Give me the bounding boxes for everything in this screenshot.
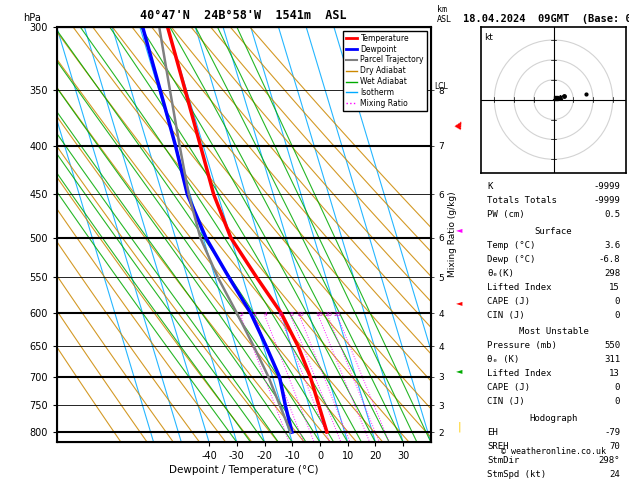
Text: ◄: ◄ bbox=[456, 366, 462, 375]
Text: 20: 20 bbox=[325, 312, 332, 316]
Text: ◄: ◄ bbox=[456, 298, 462, 307]
Text: 3.6: 3.6 bbox=[604, 241, 620, 250]
Text: 2: 2 bbox=[239, 312, 243, 316]
Text: 311: 311 bbox=[604, 355, 620, 364]
Text: Pressure (mb): Pressure (mb) bbox=[487, 341, 557, 350]
Text: StmDir: StmDir bbox=[487, 456, 519, 465]
Text: kt: kt bbox=[484, 34, 493, 42]
Text: 25: 25 bbox=[334, 312, 342, 316]
Text: LCL: LCL bbox=[435, 82, 448, 91]
Text: 550: 550 bbox=[604, 341, 620, 350]
Text: 40°47'N  24B°58'W  1541m  ASL: 40°47'N 24B°58'W 1541m ASL bbox=[140, 9, 347, 22]
Text: -9999: -9999 bbox=[593, 182, 620, 191]
Text: 298: 298 bbox=[604, 269, 620, 278]
Text: |: | bbox=[457, 422, 461, 432]
Text: Totals Totals: Totals Totals bbox=[487, 196, 557, 205]
Text: -9999: -9999 bbox=[593, 196, 620, 205]
Text: hPa: hPa bbox=[23, 13, 41, 22]
Text: Lifted Index: Lifted Index bbox=[487, 369, 552, 378]
Text: 24: 24 bbox=[610, 470, 620, 479]
Text: Hodograph: Hodograph bbox=[530, 414, 577, 423]
Text: 0: 0 bbox=[615, 397, 620, 406]
Text: Surface: Surface bbox=[535, 227, 572, 236]
Y-axis label: Mixing Ratio (g/kg): Mixing Ratio (g/kg) bbox=[448, 191, 457, 278]
Text: θₑ (K): θₑ (K) bbox=[487, 355, 519, 364]
Text: CIN (J): CIN (J) bbox=[487, 311, 525, 320]
Text: EH: EH bbox=[487, 428, 498, 437]
Text: 70: 70 bbox=[610, 442, 620, 451]
Text: 18.04.2024  09GMT  (Base: 06): 18.04.2024 09GMT (Base: 06) bbox=[463, 14, 629, 24]
Text: 0.5: 0.5 bbox=[604, 210, 620, 219]
Text: Lifted Index: Lifted Index bbox=[487, 283, 552, 292]
Text: Dewp (°C): Dewp (°C) bbox=[487, 255, 535, 264]
Text: 298°: 298° bbox=[599, 456, 620, 465]
Text: ▲: ▲ bbox=[454, 118, 465, 131]
Text: -79: -79 bbox=[604, 428, 620, 437]
X-axis label: Dewpoint / Temperature (°C): Dewpoint / Temperature (°C) bbox=[169, 466, 318, 475]
Text: 15: 15 bbox=[610, 283, 620, 292]
Text: Temp (°C): Temp (°C) bbox=[487, 241, 535, 250]
Text: CIN (J): CIN (J) bbox=[487, 397, 525, 406]
Text: SREH: SREH bbox=[487, 442, 508, 451]
Text: 6: 6 bbox=[278, 312, 282, 316]
Text: 0: 0 bbox=[615, 311, 620, 320]
Text: km
ASL: km ASL bbox=[437, 5, 452, 24]
Text: θₑ(K): θₑ(K) bbox=[487, 269, 514, 278]
Text: PW (cm): PW (cm) bbox=[487, 210, 525, 219]
Text: 0: 0 bbox=[615, 383, 620, 392]
Text: 8: 8 bbox=[289, 312, 293, 316]
Text: 4: 4 bbox=[263, 312, 267, 316]
Text: 13: 13 bbox=[610, 369, 620, 378]
Text: 10: 10 bbox=[296, 312, 304, 316]
Text: -6.8: -6.8 bbox=[599, 255, 620, 264]
Text: CAPE (J): CAPE (J) bbox=[487, 383, 530, 392]
Text: 0: 0 bbox=[615, 297, 620, 306]
Text: Most Unstable: Most Unstable bbox=[518, 327, 589, 336]
Text: StmSpd (kt): StmSpd (kt) bbox=[487, 470, 546, 479]
Legend: Temperature, Dewpoint, Parcel Trajectory, Dry Adiabat, Wet Adiabat, Isotherm, Mi: Temperature, Dewpoint, Parcel Trajectory… bbox=[343, 31, 427, 111]
Text: 16: 16 bbox=[315, 312, 323, 316]
Text: K: K bbox=[487, 182, 493, 191]
Text: CAPE (J): CAPE (J) bbox=[487, 297, 530, 306]
Text: ◄: ◄ bbox=[456, 225, 462, 234]
Text: 3: 3 bbox=[253, 312, 257, 316]
Text: © weatheronline.co.uk: © weatheronline.co.uk bbox=[501, 447, 606, 456]
